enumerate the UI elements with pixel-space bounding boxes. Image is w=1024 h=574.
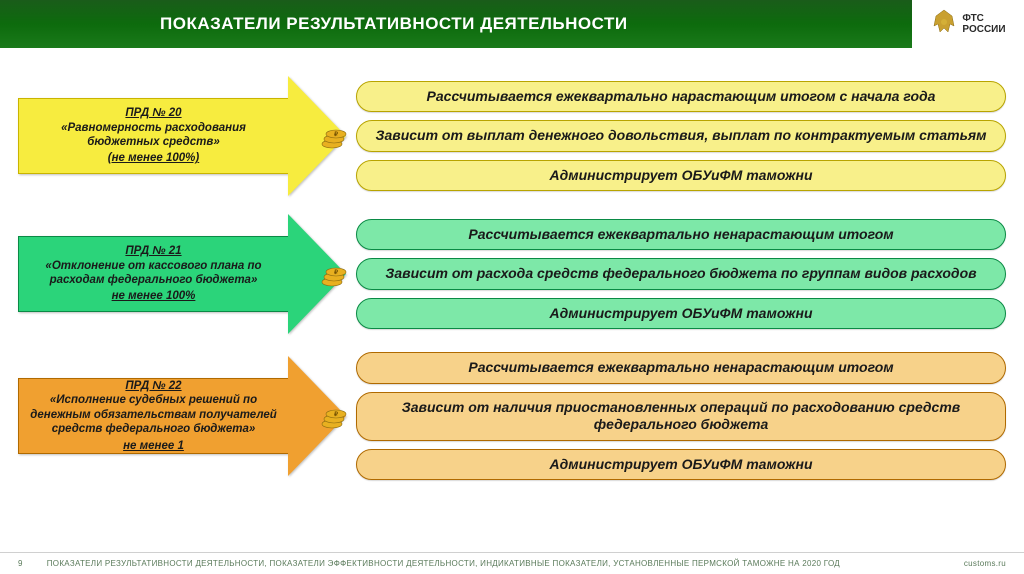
arrow-shaft: ПРД № 21 «Отклонение от кассового плана …: [18, 236, 288, 312]
svg-text:₽: ₽: [334, 411, 338, 418]
logo-line1: ФТС: [962, 13, 1005, 24]
svg-text:₽: ₽: [334, 131, 338, 138]
arrow-block: ПРД № 22 «Исполнение судебных решений по…: [18, 356, 348, 476]
info-bar: Рассчитывается ежеквартально нарастающим…: [356, 81, 1006, 113]
info-bar: Рассчитывается ежеквартально ненарастающ…: [356, 219, 1006, 251]
arrow-title: ПРД № 20: [125, 106, 181, 120]
info-bar: Рассчитывается ежеквартально ненарастающ…: [356, 352, 1006, 384]
arrow-title: ПРД № 21: [125, 244, 181, 258]
arrow-body: «Исполнение судебных решений по денежным…: [27, 393, 280, 436]
coins-icon: ₽: [320, 402, 348, 430]
content-area: ПРД № 20 «Равномерность расходования бюд…: [0, 48, 1024, 480]
arrow-block: ПРД № 21 «Отклонение от кассового плана …: [18, 214, 348, 334]
logo-line2: РОССИИ: [962, 24, 1005, 35]
info-bar: Зависит от наличия приостановленных опер…: [356, 392, 1006, 441]
info-bar: Администрирует ОБУиФМ таможни: [356, 298, 1006, 330]
coins-icon: ₽: [320, 122, 348, 150]
header-bar: ПОКАЗАТЕЛИ РЕЗУЛЬТАТИВНОСТИ ДЕЯТЕЛЬНОСТИ…: [0, 0, 1024, 48]
page-number: 9: [18, 559, 23, 568]
arrow-indicator: ПРД № 20 «Равномерность расходования бюд…: [18, 76, 348, 196]
arrow-indicator: ПРД № 22 «Исполнение судебных решений по…: [18, 356, 348, 476]
page-title: ПОКАЗАТЕЛИ РЕЗУЛЬТАТИВНОСТИ ДЕЯТЕЛЬНОСТИ: [160, 14, 628, 34]
footer-bar: 9 ПОКАЗАТЕЛИ РЕЗУЛЬТАТИВНОСТИ ДЕЯТЕЛЬНОС…: [0, 552, 1024, 574]
arrow-shaft: ПРД № 22 «Исполнение судебных решений по…: [18, 378, 288, 454]
info-bar: Администрирует ОБУиФМ таможни: [356, 160, 1006, 192]
arrow-body: «Отклонение от кассового плана по расход…: [27, 259, 280, 288]
info-bars: Рассчитывается ежеквартально ненарастающ…: [356, 219, 1006, 330]
svg-text:₽: ₽: [334, 269, 338, 276]
eagle-emblem-icon: [930, 8, 958, 40]
info-bar: Зависит от расхода средств федерального …: [356, 258, 1006, 290]
indicator-group: ПРД № 21 «Отклонение от кассового плана …: [18, 214, 1006, 334]
info-bar: Администрирует ОБУиФМ таможни: [356, 449, 1006, 481]
indicator-group: ПРД № 20 «Равномерность расходования бюд…: [18, 76, 1006, 196]
footer-text: ПОКАЗАТЕЛИ РЕЗУЛЬТАТИВНОСТИ ДЕЯТЕЛЬНОСТИ…: [47, 559, 840, 568]
coins-icon: ₽: [320, 260, 348, 288]
arrow-indicator: ПРД № 21 «Отклонение от кассового плана …: [18, 214, 348, 334]
arrow-title: ПРД № 22: [125, 379, 181, 393]
arrow-shaft: ПРД № 20 «Равномерность расходования бюд…: [18, 98, 288, 174]
arrow-block: ПРД № 20 «Равномерность расходования бюд…: [18, 76, 348, 196]
footer-url: customs.ru: [964, 559, 1006, 568]
arrow-condition: (не менее 100%): [108, 151, 199, 165]
indicator-group: ПРД № 22 «Исполнение судебных решений по…: [18, 352, 1006, 480]
logo-text: ФТС РОССИИ: [962, 13, 1005, 35]
arrow-condition: не менее 1: [123, 439, 184, 453]
info-bars: Рассчитывается ежеквартально нарастающим…: [356, 81, 1006, 192]
info-bar: Зависит от выплат денежного довольствия,…: [356, 120, 1006, 152]
fts-logo-block: ФТС РОССИИ: [912, 0, 1024, 48]
arrow-body: «Равномерность расходования бюджетных ср…: [27, 121, 280, 150]
arrow-condition: не менее 100%: [112, 289, 196, 303]
info-bars: Рассчитывается ежеквартально ненарастающ…: [356, 352, 1006, 480]
